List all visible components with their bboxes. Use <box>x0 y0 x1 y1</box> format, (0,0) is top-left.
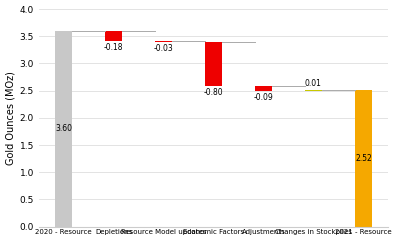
Bar <box>305 90 322 91</box>
Text: 2.52: 2.52 <box>355 154 372 163</box>
Text: -0.80: -0.80 <box>204 88 223 97</box>
Text: -0.09: -0.09 <box>254 93 273 102</box>
Bar <box>355 90 372 227</box>
Text: -0.18: -0.18 <box>104 43 123 52</box>
Text: -0.03: -0.03 <box>154 44 173 54</box>
Bar <box>205 42 222 86</box>
Y-axis label: Gold Ounces (MOz): Gold Ounces (MOz) <box>6 71 16 165</box>
Text: 3.60: 3.60 <box>55 124 72 133</box>
Bar <box>105 31 122 41</box>
Bar <box>155 41 172 42</box>
Bar <box>255 86 272 91</box>
Text: 0.01: 0.01 <box>305 80 322 88</box>
Bar <box>55 31 72 227</box>
